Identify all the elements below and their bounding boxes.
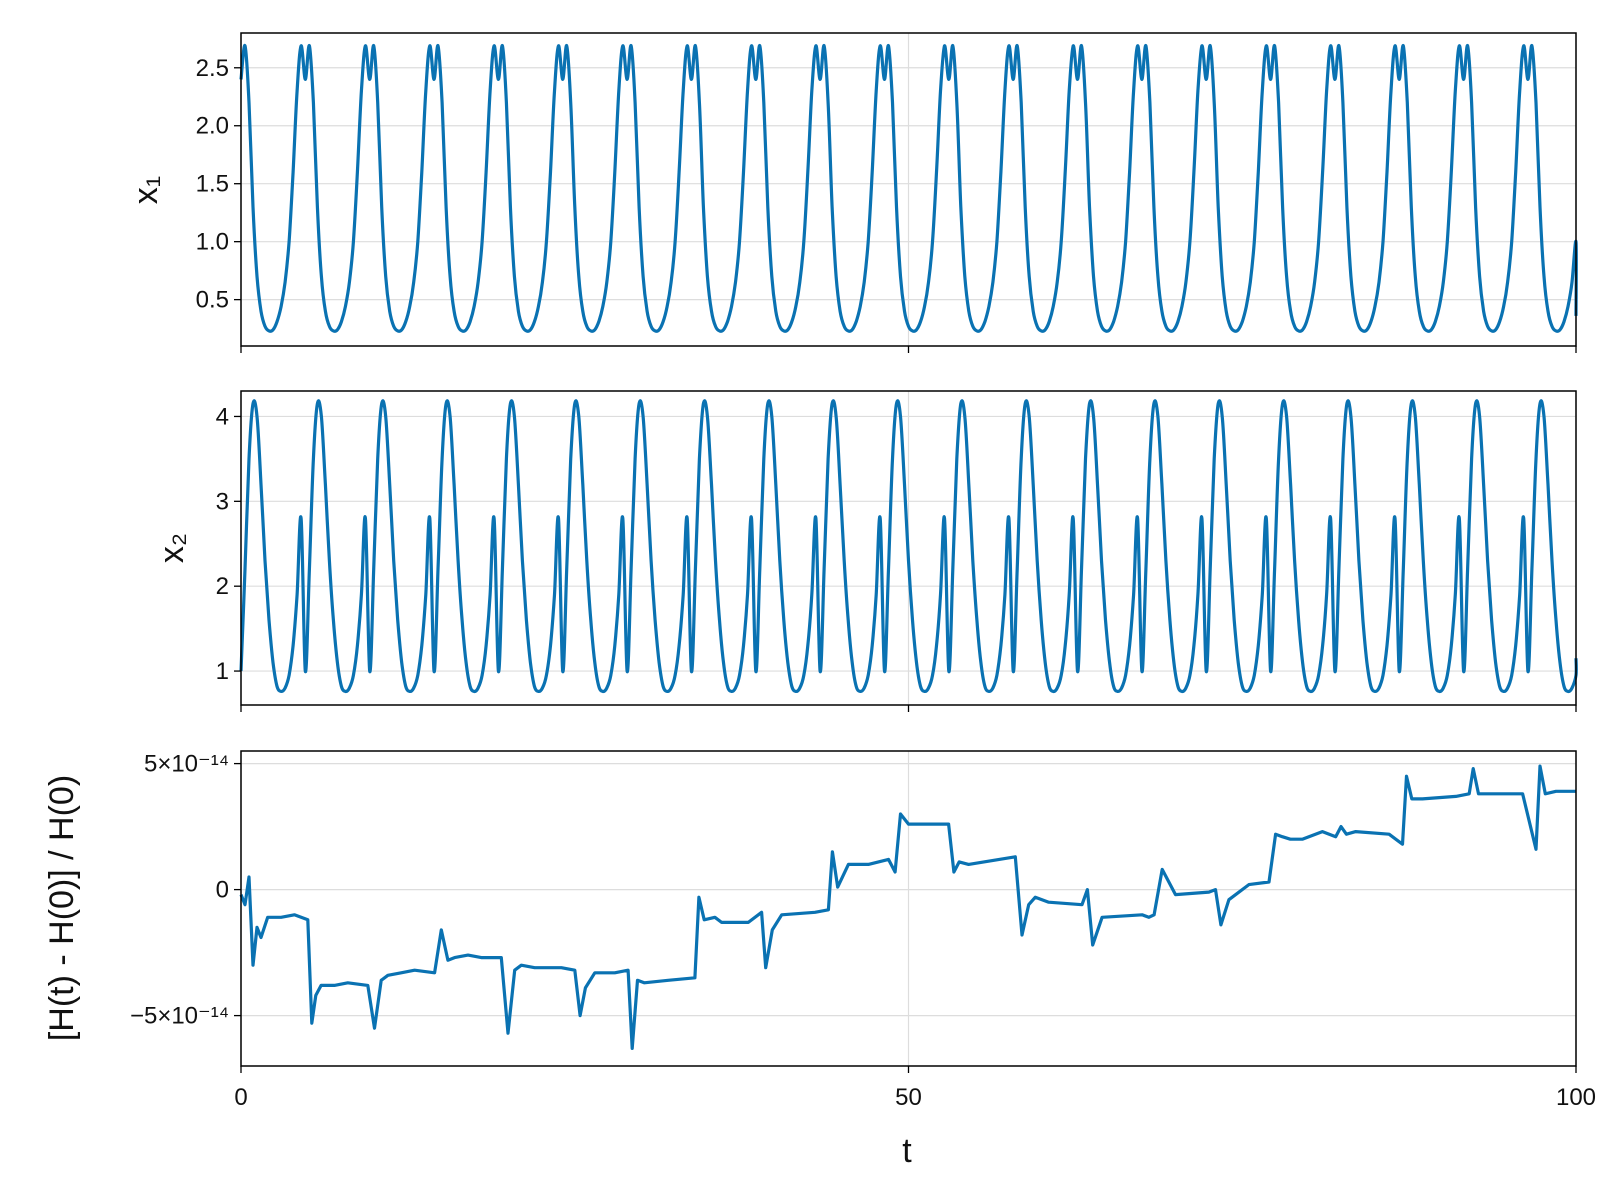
x1-panel: 0.5 1.0 1.5 2.0 2.5 x₁ <box>127 32 1578 353</box>
x2-panel: 1 2 3 4 x₂ <box>153 390 1578 712</box>
x1-series-line <box>239 44 1578 333</box>
energy-series-line <box>239 764 1576 1050</box>
energy-xtick-label-1: 50 <box>895 1084 922 1111</box>
energy-ytick-label-0: −5×10⁻¹⁴ <box>130 1003 229 1030</box>
x1-ytick-label-0: 0.5 <box>196 287 229 314</box>
energy-ylabel: [H(t) - H(0)] / H(0) <box>43 775 81 1041</box>
x1-ytick-label-3: 2.0 <box>196 113 229 140</box>
energy-xlabel: t <box>902 1132 912 1170</box>
x1-ylabel: x₁ <box>127 176 165 204</box>
x2-ticks: 1 2 3 4 <box>216 403 1577 712</box>
x1-ytick-label-1: 1.0 <box>196 229 229 256</box>
energy-xtick-label-0: 0 <box>234 1084 247 1111</box>
x1-ytick-label-4: 2.5 <box>196 55 229 82</box>
x2-ytick-label-3: 4 <box>216 403 229 430</box>
energy-grid <box>240 751 1577 1066</box>
x2-ytick-label-1: 2 <box>216 573 229 600</box>
x2-series-line <box>239 399 1578 694</box>
x1-ytick-label-2: 1.5 <box>196 171 229 198</box>
energy-ticks: −5×10⁻¹⁴ 0 5×10⁻¹⁴ 0 50 100 <box>130 751 1596 1111</box>
x1-ticks: 0.5 1.0 1.5 2.0 2.5 <box>196 55 1577 353</box>
energy-ytick-label-1: 0 <box>216 877 229 904</box>
energy-ytick-label-2: 5×10⁻¹⁴ <box>144 751 229 778</box>
energy-xtick-label-2: 100 <box>1556 1084 1596 1111</box>
x2-ytick-label-0: 1 <box>216 658 229 685</box>
energy-panel: −5×10⁻¹⁴ 0 5×10⁻¹⁴ 0 50 100 [H(t) - H(0)] / H… <box>43 750 1596 1170</box>
x2-ylabel: x₂ <box>153 533 191 563</box>
x2-ytick-label-2: 3 <box>216 488 229 515</box>
